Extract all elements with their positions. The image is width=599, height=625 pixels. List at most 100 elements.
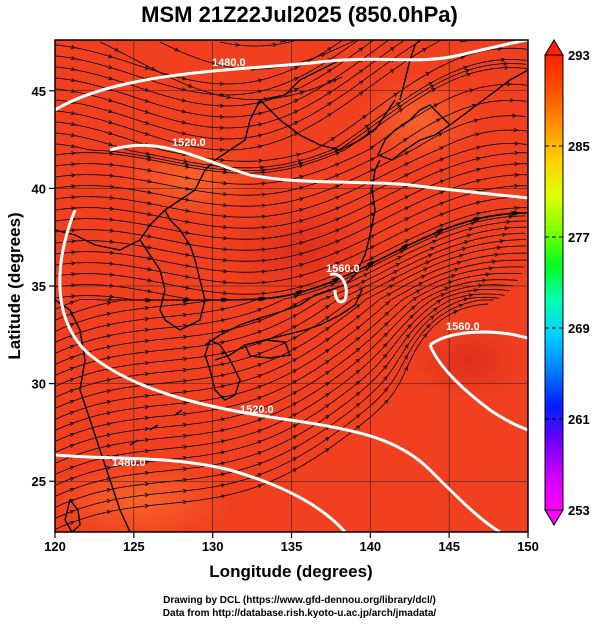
streamline-arrow [223, 203, 229, 208]
streamline-arrow [383, 387, 389, 393]
streamline-arrow [324, 348, 330, 354]
streamline-arrow [292, 303, 298, 308]
streamline-arrow [370, 168, 375, 173]
streamline-arrow [299, 219, 304, 224]
contour-labels: 1480.0 1520.0 1520.0 1480.0 1560.0 1560.… [112, 57, 480, 469]
streamline-arrow [181, 131, 187, 136]
streamline-arrow [325, 295, 331, 300]
streamline-arrow [188, 83, 193, 88]
streamline-arrow [355, 358, 361, 364]
y-axis-label: Latitude (degrees) [5, 212, 24, 359]
colorbar-tick-label: 261 [568, 412, 590, 427]
streamline-arrow [257, 363, 263, 368]
streamline-arrow [370, 157, 375, 162]
streamline-arrow [69, 422, 75, 426]
streamline-arrow [69, 411, 75, 415]
streamline-arrow [432, 240, 438, 244]
streamline-arrow [426, 323, 431, 329]
streamline-arrow [430, 246, 436, 251]
streamline-arrow [219, 81, 225, 86]
streamline-arrow [401, 246, 406, 251]
streamline [55, 40, 374, 107]
streamline-arrow [435, 118, 441, 123]
streamline [55, 220, 527, 365]
streamline-arrow [299, 175, 304, 180]
streamline-arrow [147, 267, 153, 272]
streamline-arrow [404, 228, 410, 233]
streamline-arrow [182, 444, 188, 450]
streamline-arrow [71, 294, 77, 299]
streamline-arrow [382, 364, 388, 370]
streamline-arrow [257, 429, 263, 434]
streamline-arrow [423, 267, 429, 272]
streamline-arrow [261, 225, 267, 230]
streamline-arrow [144, 327, 150, 333]
y-tick-label: 25 [32, 474, 46, 489]
streamline-arrow [220, 340, 226, 345]
streamline-arrow [219, 103, 225, 108]
streamline-arrow [220, 483, 226, 488]
streamline-arrow [147, 278, 153, 283]
streamline-arrow [70, 56, 76, 61]
streamline-arrow [423, 332, 428, 338]
streamline-arrow [69, 378, 75, 382]
streamline-arrow [147, 245, 153, 250]
streamline-arrow [109, 195, 115, 200]
streamline-arrow [293, 121, 299, 126]
streamline-arrow [257, 396, 263, 401]
streamline-arrow [507, 82, 512, 87]
streamline-arrow [109, 250, 115, 255]
streamline-arrow [182, 298, 188, 303]
colorbar-tick-label: 269 [568, 321, 590, 336]
streamline-arrow [299, 90, 305, 95]
streamline-arrow [496, 245, 502, 250]
streamline [55, 152, 528, 240]
streamline-arrow [335, 162, 341, 167]
streamline-arrow [106, 488, 112, 493]
streamline-arrow [212, 61, 218, 66]
streamline-arrow [69, 477, 75, 481]
x-tick-label: 130 [202, 539, 224, 554]
streamline-arrow [327, 47, 332, 52]
colorbar-lower-arrow [544, 509, 564, 526]
streamline-arrow [182, 345, 188, 351]
streamline-arrow [470, 221, 476, 226]
streamline [55, 296, 500, 508]
streamline-arrow [404, 195, 410, 200]
streamline-arrow [106, 422, 112, 427]
streamline-arrow [261, 269, 267, 274]
streamline-arrow [395, 102, 401, 107]
streamline-arrow [223, 170, 229, 175]
streamline-arrow [335, 184, 341, 189]
streamline-arrow [514, 150, 520, 156]
streamline-arrow [476, 200, 482, 205]
streamline-arrow [69, 444, 75, 448]
streamline-arrow [226, 94, 232, 100]
streamline-arrow [220, 439, 226, 444]
streamline-arrow [292, 457, 298, 462]
streamline-arrow [223, 192, 229, 197]
streamline-arrow [466, 72, 472, 77]
streamline-arrow [403, 354, 408, 360]
streamline-arrow [296, 152, 302, 157]
streamline-arrow [439, 201, 445, 206]
streamline [55, 83, 528, 185]
streamline-arrow [106, 466, 112, 471]
streamline-arrow [182, 389, 188, 395]
streamline-arrow [185, 230, 191, 235]
streamline-arrow [147, 234, 153, 239]
streamline-arrow [504, 226, 510, 231]
streamline-arrow [220, 298, 226, 303]
streamline-arrow [106, 301, 112, 306]
streamline-arrow [144, 503, 150, 509]
streamline-arrow [509, 98, 515, 103]
streamline-arrow [70, 111, 76, 116]
streamline-arrow [235, 42, 241, 47]
streamline-arrow [358, 47, 364, 52]
streamline-arrow [70, 144, 76, 149]
streamline-arrow [335, 250, 341, 255]
streamline-arrow [69, 521, 75, 525]
streamline-arrow [299, 241, 304, 246]
streamline-arrow [335, 195, 341, 200]
